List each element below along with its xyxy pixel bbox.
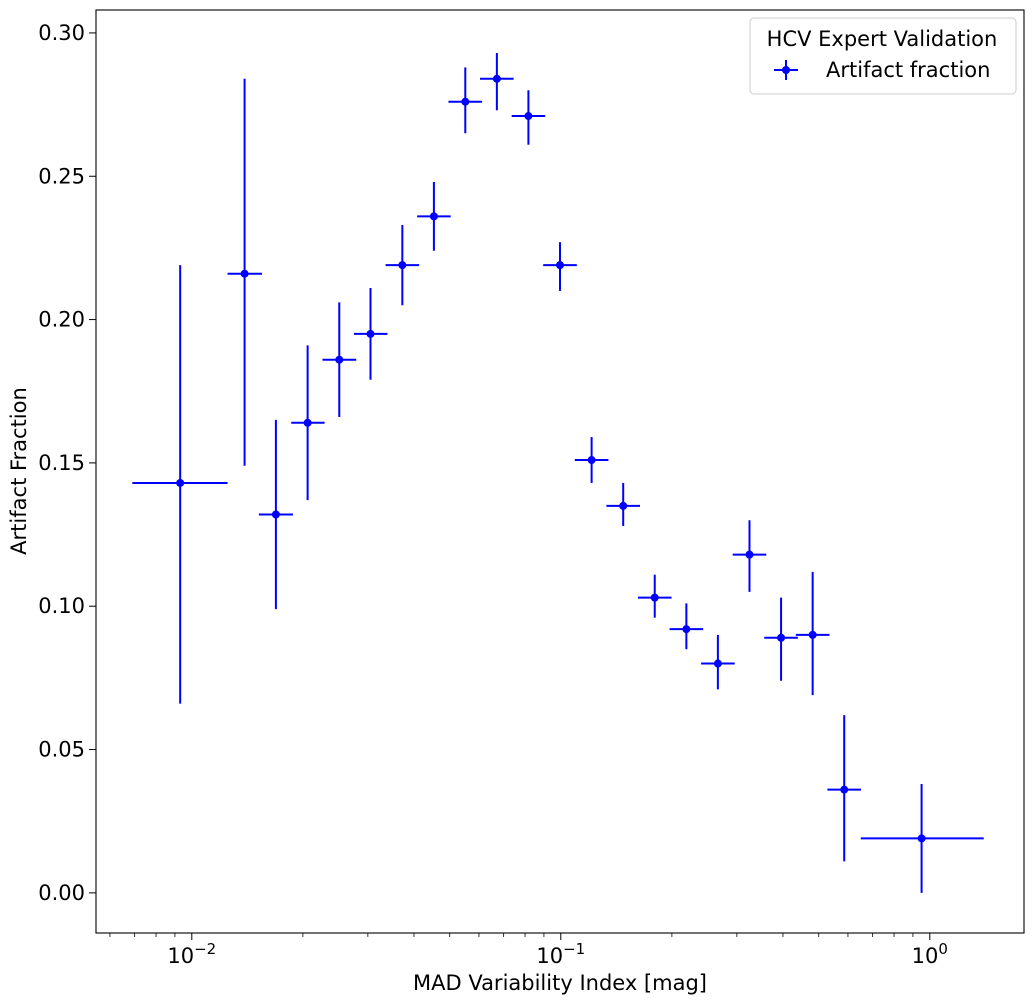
data-point-13 bbox=[574, 437, 609, 483]
x-tick-label: 10−1 bbox=[536, 940, 585, 968]
y-tick-label: 0.00 bbox=[38, 881, 85, 905]
point-marker bbox=[682, 625, 691, 634]
data-point-17 bbox=[701, 634, 735, 690]
data-point-7 bbox=[385, 224, 420, 306]
point-marker bbox=[556, 261, 565, 270]
point-marker bbox=[240, 269, 249, 278]
legend-entry-artifact-fraction: Artifact fraction bbox=[826, 58, 990, 82]
data-point-16 bbox=[669, 603, 704, 650]
point-marker bbox=[335, 355, 344, 364]
point-marker bbox=[619, 501, 628, 510]
y-tick-label: 0.05 bbox=[38, 738, 85, 762]
point-marker bbox=[808, 630, 817, 639]
data-point-2 bbox=[227, 78, 263, 466]
x-tick-label: 10−2 bbox=[167, 940, 216, 968]
data-series bbox=[132, 52, 984, 893]
point-marker bbox=[917, 834, 926, 843]
data-point-15 bbox=[637, 574, 672, 618]
data-point-1 bbox=[132, 265, 228, 704]
data-point-4 bbox=[291, 345, 325, 501]
point-marker bbox=[492, 74, 501, 83]
data-point-14 bbox=[606, 482, 640, 526]
data-point-6 bbox=[353, 288, 388, 380]
data-point-9 bbox=[448, 67, 483, 134]
point-marker bbox=[461, 97, 470, 106]
point-marker bbox=[650, 593, 659, 602]
y-axis: 0.00 0.05 0.10 0.15 0.20 0.25 0.30 bbox=[38, 21, 96, 905]
point-marker bbox=[524, 112, 533, 121]
point-marker bbox=[587, 456, 596, 465]
point-marker bbox=[840, 785, 849, 794]
point-marker bbox=[429, 212, 438, 221]
plot-area bbox=[95, 9, 1025, 934]
data-point-10 bbox=[480, 52, 514, 111]
data-point-11 bbox=[511, 90, 546, 145]
x-tick-label: 100 bbox=[912, 940, 948, 968]
y-tick-label: 0.25 bbox=[38, 164, 85, 188]
point-marker bbox=[745, 550, 754, 559]
data-point-8 bbox=[417, 181, 451, 251]
point-marker bbox=[271, 510, 280, 519]
data-point-21 bbox=[827, 715, 862, 862]
point-marker bbox=[176, 478, 185, 487]
point-marker bbox=[303, 418, 312, 427]
legend-title: HCV Expert Validation bbox=[767, 27, 998, 51]
data-point-18 bbox=[732, 520, 767, 592]
legend-box bbox=[749, 17, 1017, 95]
data-point-12 bbox=[543, 242, 577, 291]
legend: HCV Expert Validation Artifact fraction bbox=[749, 17, 1017, 95]
point-marker bbox=[713, 659, 722, 668]
data-point-3 bbox=[258, 419, 293, 610]
y-tick-label: 0.20 bbox=[38, 308, 85, 332]
y-tick-label: 0.30 bbox=[38, 21, 85, 45]
y-axis-label: Artifact Fraction bbox=[7, 387, 31, 555]
data-point-19 bbox=[764, 597, 798, 681]
data-point-20 bbox=[795, 571, 830, 696]
x-axis: 10−2 10−1 100 bbox=[109, 933, 948, 968]
point-marker bbox=[398, 261, 407, 270]
legend-marker bbox=[774, 60, 798, 80]
point-marker bbox=[777, 633, 786, 642]
y-tick-label: 0.15 bbox=[38, 451, 85, 475]
x-axis-label: MAD Variability Index [mag] bbox=[413, 971, 707, 995]
point-marker bbox=[366, 329, 375, 338]
y-tick-label: 0.10 bbox=[38, 594, 85, 618]
data-point-22 bbox=[860, 783, 984, 893]
data-point-5 bbox=[322, 302, 357, 418]
